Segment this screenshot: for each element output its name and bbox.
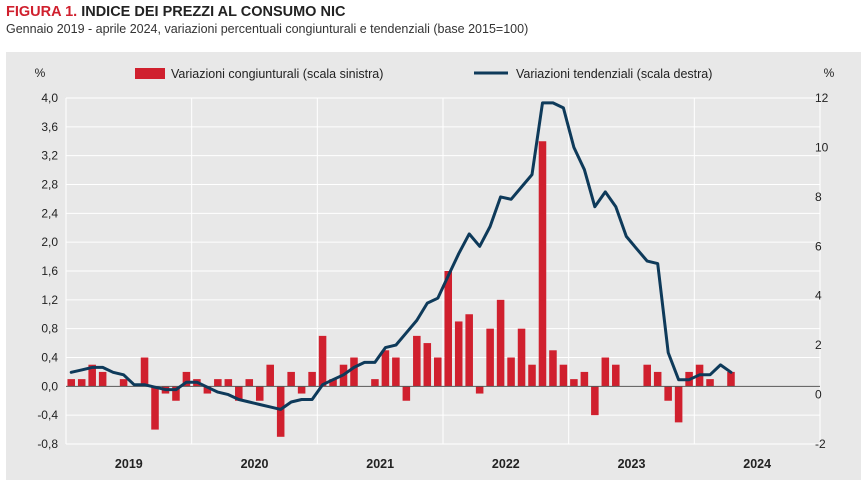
figure-label: FIGURA 1. [6,4,78,20]
bar-congiunturale [214,379,222,387]
year-label: 2019 [115,457,143,471]
left-tick-label: 0,0 [41,379,58,393]
right-tick-label: 12 [815,91,829,105]
right-tick-label: 10 [815,140,829,154]
right-tick-label: 4 [815,289,822,303]
chart-subtitle: Gennaio 2019 - aprile 2024, variazioni p… [6,22,529,36]
bar-series [67,141,735,437]
trend-line [69,101,733,411]
bar-congiunturale [496,299,505,387]
left-axis-ticks: -0,8 -0,4 0,0 0,4 0,8 1,2 1,6 2,0 2,4 2,8 3,2 3,6 4,… [37,91,58,451]
bar-congiunturale [727,371,735,387]
bar-congiunturale [486,328,494,387]
bar-congiunturale [224,379,233,387]
bar-congiunturale [67,379,76,387]
left-tick-label: 3,2 [41,149,58,163]
bar-congiunturale [706,379,714,387]
left-tick-label: 1,6 [41,264,58,278]
year-labels: 2019 2020 2021 2022 2023 2024 [115,457,771,471]
bar-congiunturale [549,350,557,387]
left-tick-label: 2,8 [41,178,58,192]
bar-congiunturale [172,386,180,401]
bar-congiunturale [235,386,243,401]
left-tick-label: 0,8 [41,322,58,336]
chart-svg: -0,8 -0,4 0,0 0,4 0,8 1,2 1,6 2,0 2,4 2,8 3,2 3,6 4,… [35,66,835,471]
bar-congiunturale [653,371,662,387]
bar-congiunturale [454,321,463,387]
legend-bar-label: Variazioni congiunturali (scala sinistra… [171,67,383,81]
bar-congiunturale [433,357,442,387]
bar-congiunturale [371,379,379,387]
year-label: 2024 [743,457,771,471]
legend-line-label: Variazioni tendenziali (scala destra) [516,67,712,81]
bar-congiunturale [287,371,295,387]
bar-congiunturale [674,386,683,423]
bar-congiunturale [601,357,610,387]
chart-panel: -0,8 -0,4 0,0 0,4 0,8 1,2 1,6 2,0 2,4 2,8 3,2 3,6 4,… [6,52,861,480]
right-axis-unit: % [824,66,835,80]
bar-congiunturale [517,328,526,387]
right-tick-label: 6 [815,239,822,253]
year-label: 2021 [366,457,394,471]
bar-congiunturale [413,335,421,387]
right-tick-label: 2 [815,338,822,352]
bar-congiunturale [538,141,547,387]
bar-congiunturale [318,335,327,387]
bar-congiunturale [119,379,128,387]
bar-congiunturale [580,371,589,387]
year-label: 2020 [241,457,269,471]
left-tick-label: -0,8 [37,437,58,451]
bar-congiunturale [643,364,651,387]
bar-congiunturale [381,350,390,387]
title-text: INDICE DEI PREZZI AL CONSUMO NIC [81,4,346,20]
bar-congiunturale [570,379,578,387]
year-label: 2023 [618,457,646,471]
bar-congiunturale [444,271,453,387]
bar-congiunturale [329,379,337,387]
legend-bar-swatch [135,68,165,79]
right-tick-label: 0 [815,388,822,402]
right-tick-label: 8 [815,190,822,204]
bar-congiunturale [475,386,484,394]
bar-congiunturale [392,357,400,387]
left-tick-label: 3,6 [41,120,58,134]
left-tick-label: -0,4 [37,408,58,422]
bar-congiunturale [528,364,536,387]
year-label: 2022 [492,457,520,471]
bar-congiunturale [77,379,86,387]
right-axis-ticks: -2 0 2 4 6 8 10 12 [815,91,829,451]
bar-congiunturale [402,386,411,401]
bar-congiunturale [664,386,672,401]
legend: Variazioni congiunturali (scala sinistra… [135,67,712,81]
bar-congiunturale [140,357,149,387]
bar-congiunturale [203,386,212,394]
bar-congiunturale [266,364,274,387]
bar-congiunturale [151,386,159,430]
left-tick-label: 0,4 [41,351,58,365]
bar-congiunturale [465,314,473,387]
left-tick-label: 1,2 [41,293,58,307]
left-axis-unit: % [35,66,46,80]
bar-congiunturale [98,371,107,387]
left-tick-label: 2,4 [41,206,58,220]
bar-congiunturale [88,364,96,387]
right-tick-label: -2 [815,437,826,451]
chart-title: FIGURA 1. INDICE DEI PREZZI AL CONSUMO N… [6,4,528,20]
bar-congiunturale [182,371,191,387]
left-tick-label: 2,0 [41,235,58,249]
bar-congiunturale [423,343,432,387]
bar-congiunturale [612,364,620,387]
bar-congiunturale [297,386,306,394]
bar-congiunturale [507,357,515,387]
bar-congiunturale [350,357,358,387]
left-tick-label: 4,0 [41,91,58,105]
bar-congiunturale [245,379,254,387]
bar-congiunturale [276,386,285,437]
bar-congiunturale [308,371,316,387]
bar-congiunturale [559,364,568,387]
bar-congiunturale [255,386,264,401]
bar-congiunturale [591,386,599,416]
chart-header: FIGURA 1. INDICE DEI PREZZI AL CONSUMO N… [6,4,528,36]
